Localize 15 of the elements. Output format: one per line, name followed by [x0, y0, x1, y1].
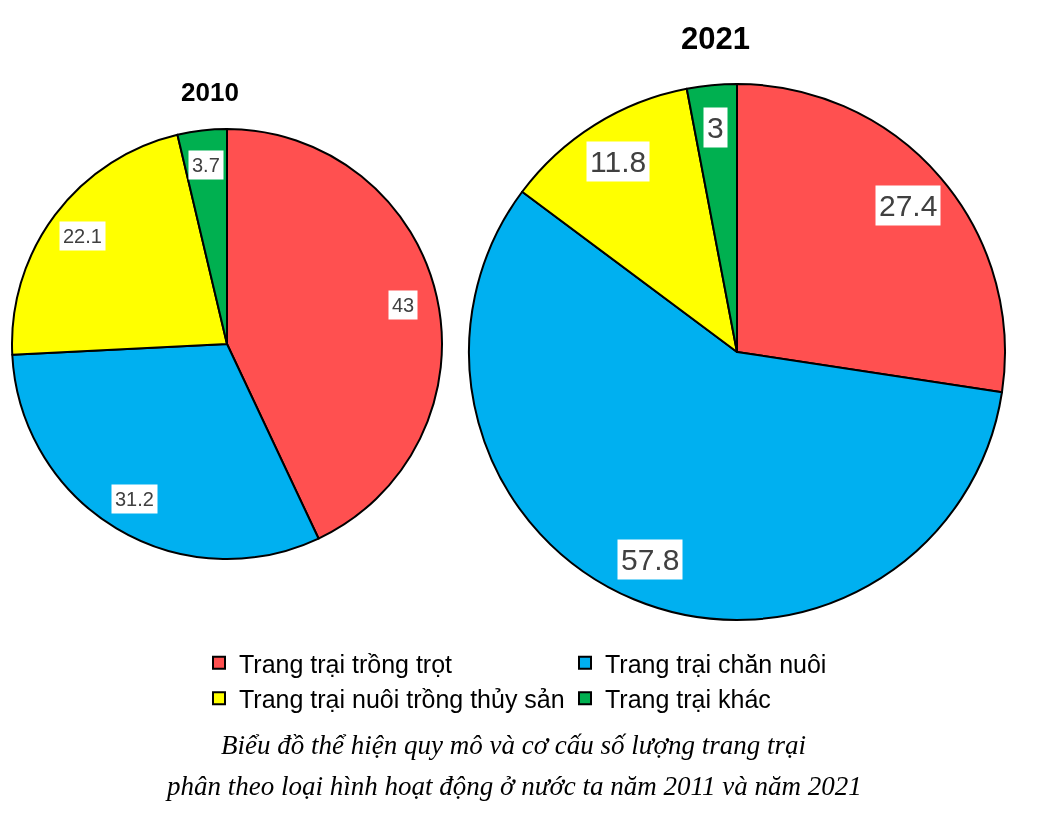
data-label: 31.2: [115, 488, 154, 510]
data-label: 57.8: [621, 543, 680, 576]
data-label: 3: [707, 111, 724, 144]
legend-label: Trang trại nuôi trồng thủy sản: [239, 685, 565, 713]
legend-label: Trang trại trồng trọt: [239, 649, 453, 678]
text: Biểu đồ thể hiện quy mô và cơ cấu số lượng trang trại phân theo loại hình hoạt động ở nước ta năm 2011 và năm 2021: [165, 730, 862, 801]
slice-label: 2021: [681, 21, 750, 56]
slice-label: 2010: [181, 77, 239, 107]
legend-label: Trang trại chăn nuôi: [605, 649, 827, 678]
data-label: 11.8: [590, 145, 647, 178]
data-label: 43: [392, 294, 415, 316]
data-label: 3.7: [192, 154, 220, 176]
legend-label: Trang trại khác: [605, 685, 771, 713]
data-label: 27.4: [879, 189, 938, 222]
data-label: 22.1: [63, 225, 102, 247]
